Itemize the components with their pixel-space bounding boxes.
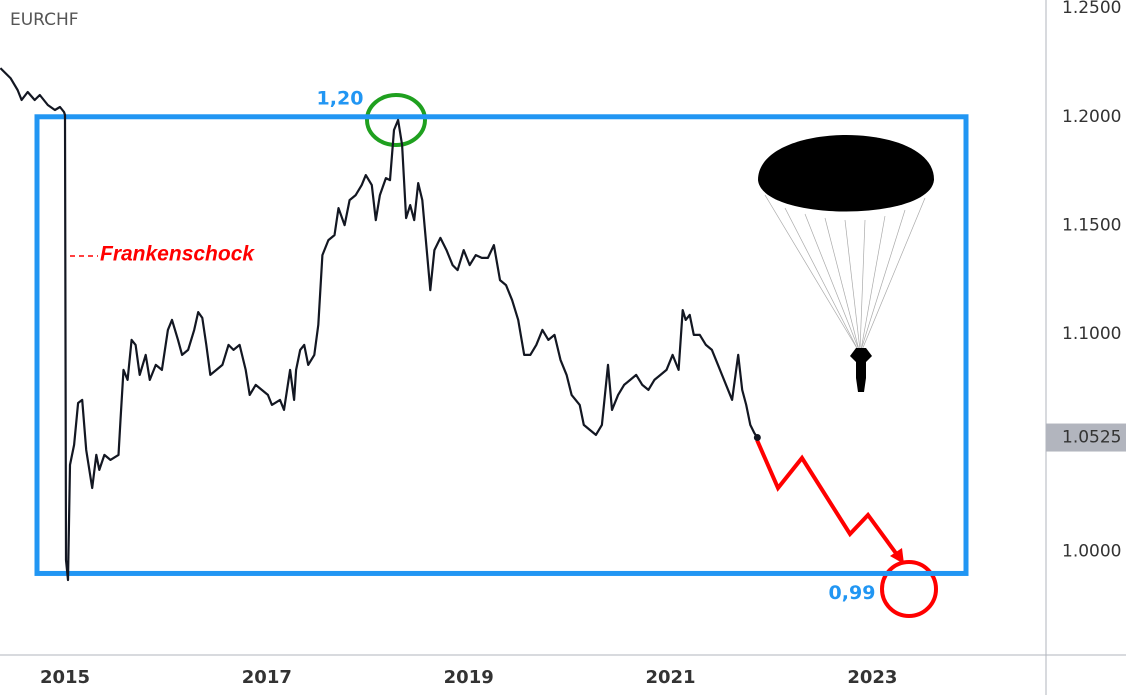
arrow bbox=[755, 439, 904, 564]
range-label: 1,20 bbox=[317, 87, 364, 109]
y-tick-label: 1.1500 bbox=[1062, 216, 1121, 236]
annotation: Frankenschock bbox=[100, 243, 255, 266]
x-tick-label: 2023 bbox=[847, 667, 897, 688]
highlight-circle bbox=[365, 93, 427, 147]
parachute bbox=[758, 135, 935, 392]
last-price-box bbox=[1046, 423, 1126, 452]
last-point bbox=[753, 434, 761, 442]
range-label: 0,99 bbox=[829, 582, 876, 604]
x-tick-label: 2017 bbox=[242, 667, 292, 688]
x-tick-label: 2021 bbox=[645, 667, 695, 688]
range-box bbox=[34, 114, 969, 576]
x-tick-label: 2015 bbox=[40, 667, 90, 688]
y-tick-label: 1.0000 bbox=[1062, 542, 1121, 562]
last-price-label: 1.0525 bbox=[1062, 428, 1121, 448]
chart-title: EURCHF bbox=[10, 10, 79, 30]
y-tick-label: 1.2500 bbox=[1062, 0, 1121, 18]
highlight-circle bbox=[880, 560, 938, 618]
price-line bbox=[0, 67, 759, 582]
x-tick-label: 2019 bbox=[444, 667, 494, 688]
y-tick-label: 1.2000 bbox=[1062, 107, 1121, 127]
y-tick-label: 1.1000 bbox=[1062, 324, 1121, 344]
